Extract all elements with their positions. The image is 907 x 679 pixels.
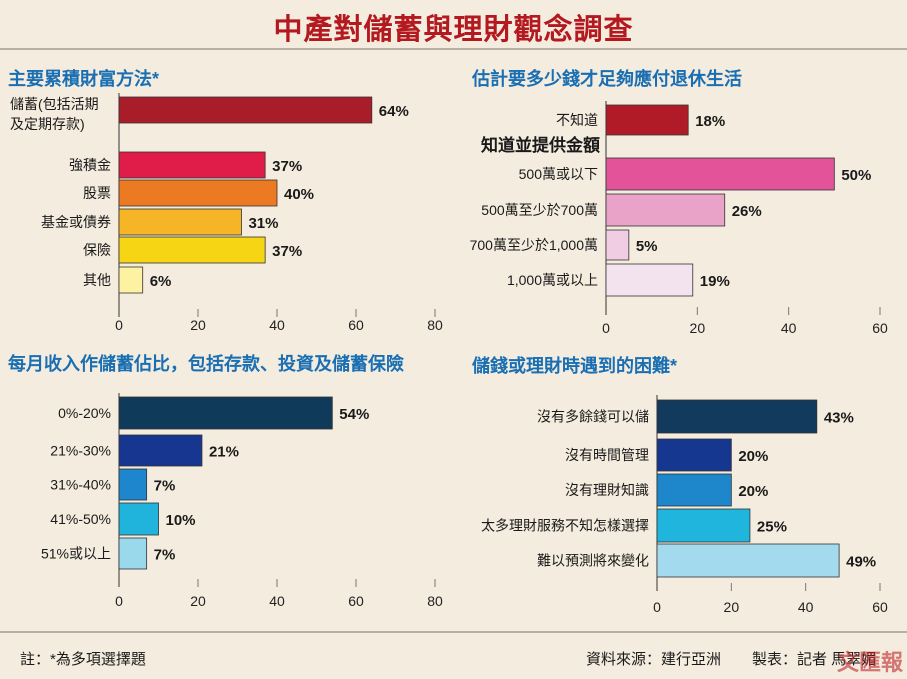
x-tick-label: 60	[872, 599, 888, 615]
category-label: 沒有多餘錢可以儲	[537, 409, 649, 425]
bar-value-label: 64%	[379, 103, 409, 120]
bar	[656, 438, 732, 472]
footnote: 註：*為多項選擇題	[20, 651, 146, 668]
bar	[656, 473, 732, 507]
bar	[118, 434, 203, 467]
credit-note: 製表：記者 馬翠媚	[752, 651, 877, 668]
bar-value-label: 37%	[272, 158, 302, 175]
bar	[605, 263, 694, 297]
bar	[605, 229, 630, 261]
bar-value-label: 7%	[154, 478, 176, 495]
x-tick-label: 0	[653, 599, 661, 615]
category-label: 51%或以上	[41, 546, 111, 562]
panel-title: 估計要多少錢才足夠應付退休生活	[471, 68, 742, 89]
category-label: 基金或債券	[41, 214, 111, 230]
bar	[118, 236, 266, 264]
category-label: 強積金	[69, 157, 111, 173]
bar	[118, 151, 266, 179]
bar	[118, 208, 242, 236]
bar	[605, 157, 835, 191]
bar-value-label: 6%	[150, 273, 172, 290]
bar	[656, 399, 818, 434]
category-label: 沒有理財知識	[565, 482, 649, 498]
bar-value-label: 18%	[695, 113, 725, 130]
x-tick-label: 40	[781, 320, 797, 336]
chart-title: 中產對儲蓄與理財觀念調查	[273, 12, 634, 46]
bar-value-label: 20%	[738, 448, 768, 465]
category-label: 難以預測將來變化	[537, 553, 649, 569]
x-tick-label: 0	[115, 317, 123, 333]
bar	[118, 96, 373, 124]
category-label: 31%-40%	[50, 477, 111, 493]
x-tick-label: 80	[427, 593, 443, 609]
publisher-watermark: 文匯報	[836, 650, 903, 676]
x-tick-label: 60	[348, 593, 364, 609]
bar-value-label: 40%	[284, 186, 314, 203]
category-label: 700萬至少於1,000萬	[470, 237, 598, 253]
bar	[656, 543, 840, 578]
panel-subheading: 知道並提供金額	[480, 135, 600, 155]
category-label: 41%-50%	[50, 511, 111, 527]
panel-title: 儲錢或理財時遇到的困難*	[472, 355, 677, 376]
bar-value-label: 5%	[636, 238, 658, 255]
bar-value-label: 10%	[166, 512, 196, 529]
category-label: 保險	[83, 242, 111, 258]
bar-value-label: 31%	[248, 215, 278, 232]
bar-value-label: 26%	[732, 203, 762, 220]
x-tick-label: 20	[690, 320, 706, 336]
x-tick-label: 60	[872, 320, 888, 336]
category-label: 1,000萬或以上	[507, 272, 598, 288]
x-tick-label: 20	[724, 599, 740, 615]
footer-divider	[0, 631, 907, 633]
x-tick-label: 60	[348, 317, 364, 333]
x-tick-label: 40	[269, 317, 285, 333]
source-note: 資料來源：建行亞洲	[586, 651, 722, 668]
bar-value-label: 7%	[154, 547, 176, 564]
category-label: 21%-30%	[50, 443, 111, 459]
bar	[118, 396, 333, 430]
bar-value-label: 25%	[757, 519, 787, 536]
chart-panel-2: 每月收入作儲蓄佔比，包括存款、投資及儲蓄保險 0 20 40 60 80 54% 0%-20%…	[8, 353, 443, 609]
bar-value-label: 20%	[738, 483, 768, 500]
bar-value-label: 21%	[209, 444, 239, 461]
x-tick-label: 40	[269, 593, 285, 609]
category-label: 其他	[83, 272, 111, 288]
category-label: 不知道	[556, 112, 598, 128]
bar-value-label: 49%	[846, 554, 876, 571]
bar	[118, 468, 148, 501]
chart-panel-0: 主要累積財富方法* 0 20 40 60 80 64% 儲蓄(包括活期及定期存款) 37% 強積金…	[8, 68, 443, 333]
category-label: 股票	[83, 185, 111, 201]
bar	[605, 193, 726, 227]
category-label: 500萬至少於700萬	[481, 202, 598, 218]
category-label: 太多理財服務不知怎樣選擇	[481, 518, 649, 534]
chart-panel-3: 儲錢或理財時遇到的困難* 0 20 40 60 43% 沒有多餘錢可以儲 20% 沒有時間管理 2…	[472, 355, 888, 615]
x-tick-label: 0	[602, 320, 610, 336]
x-tick-label: 20	[190, 593, 206, 609]
x-tick-label: 80	[427, 317, 443, 333]
panel-title: 主要累積財富方法*	[8, 68, 159, 89]
bar	[118, 179, 278, 207]
category-label: 沒有時間管理	[565, 447, 649, 463]
bar-value-label: 37%	[272, 243, 302, 260]
bar-value-label: 50%	[841, 167, 871, 184]
bar-value-label: 54%	[339, 406, 369, 423]
bar	[118, 502, 159, 536]
x-tick-label: 20	[190, 317, 206, 333]
category-label: 儲蓄(包括活期及定期存款)	[10, 96, 99, 132]
bar	[118, 266, 144, 294]
category-label: 500萬或以下	[519, 166, 598, 182]
x-tick-label: 0	[115, 593, 123, 609]
category-label: 0%-20%	[58, 405, 111, 421]
bar	[605, 104, 689, 136]
title-divider	[0, 48, 907, 50]
bar-value-label: 43%	[824, 410, 854, 427]
bar-value-label: 19%	[700, 273, 730, 290]
bar	[118, 537, 148, 570]
bar	[656, 508, 751, 543]
x-tick-label: 40	[798, 599, 814, 615]
panel-title: 每月收入作儲蓄佔比，包括存款、投資及儲蓄保險	[8, 353, 404, 374]
